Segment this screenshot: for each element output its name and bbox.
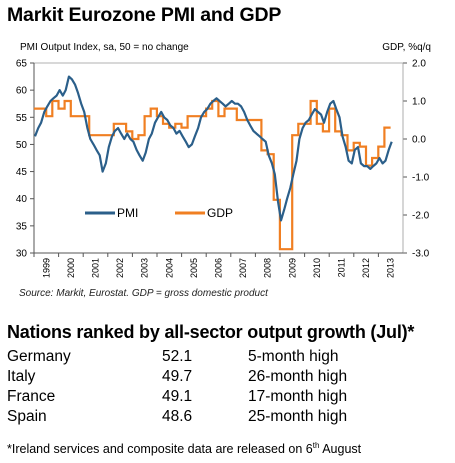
left-tick-label: 35 [16,221,28,232]
x-tick-label: 1999 [41,258,51,278]
x-tick-label: 2008 [263,258,273,278]
legend: PMI GDP [85,206,233,220]
table-row: Italy 49.7 26-month high [7,367,347,387]
pmi-series-line [33,75,393,222]
x-tick-label: 2007 [238,258,248,278]
right-axis-label: GDP, %q/q [382,42,431,53]
x-tick-label: 2011 [337,258,347,277]
pmi-value: 49.1 [162,388,193,405]
x-tick-label: 2000 [66,258,76,278]
x-tick-label: 2001 [91,258,101,278]
source-note: Source: Markit, Eurostat. GDP = gross do… [19,288,268,299]
left-axis-label: PMI Output Index, sa, 50 = no change [20,42,189,53]
x-tick-label: 2009 [287,258,297,278]
right-tick-label: -3.0 [412,249,430,260]
table-row: Spain 48.6 25-month high [7,407,347,427]
footnote: *Ireland services and composite data are… [7,441,361,456]
country-name: Germany [7,348,71,365]
x-tick-label: 2012 [361,258,371,278]
trend-note: 5-month high [248,348,339,365]
right-tick-label: -1.0 [412,173,430,184]
section-title: Nations ranked by all-sector output grow… [7,322,415,342]
left-tick-label: 65 [16,59,28,70]
pmi-value: 52.1 [162,348,193,365]
country-name: France [7,388,56,405]
chart-title: Markit Eurozone PMI and GDP [7,4,282,26]
x-tick-label: 2004 [164,258,174,278]
country-name: Spain [7,408,47,425]
x-tick-label: 2005 [189,258,199,278]
left-tick-label: 30 [16,249,28,260]
left-tick-label: 60 [16,86,28,97]
left-tick-label: 45 [16,167,28,178]
left-tick-label: 40 [16,194,28,205]
pmi-value: 49.7 [162,368,193,385]
trend-note: 26-month high [248,368,348,385]
pmi-value: 48.6 [162,408,193,425]
right-tick-label: 0.0 [412,135,426,146]
nations-table: Germany 52.1 5-month high Italy 49.7 26-… [7,347,347,427]
left-tick-label: 50 [16,140,28,151]
footnote-superscript: th [312,441,320,450]
legend-pmi-label: PMI [117,206,138,220]
footnote-text: *Ireland services and composite data are… [7,442,313,457]
x-tick-label: 2006 [214,258,224,278]
pmi-gdp-chart: PMI Output Index, sa, 50 = no change GDP… [16,42,431,278]
table-row: France 49.1 17-month high [7,387,347,407]
x-tick-label: 2013 [386,258,396,278]
legend-gdp-label: GDP [207,206,233,220]
right-tick-label: -2.0 [412,211,430,222]
right-tick-label: 2.0 [412,59,426,70]
left-tick-label: 55 [16,113,28,124]
footnote-text-end: August [319,442,362,457]
table-row: Germany 52.1 5-month high [7,347,347,367]
x-tick-label: 2002 [115,258,125,278]
country-name: Italy [7,368,36,385]
x-tick-label: 2003 [140,258,150,278]
trend-note: 17-month high [248,388,348,405]
trend-note: 25-month high [248,408,348,425]
x-tick-label: 2010 [312,258,322,278]
right-tick-label: 1.0 [412,97,426,108]
